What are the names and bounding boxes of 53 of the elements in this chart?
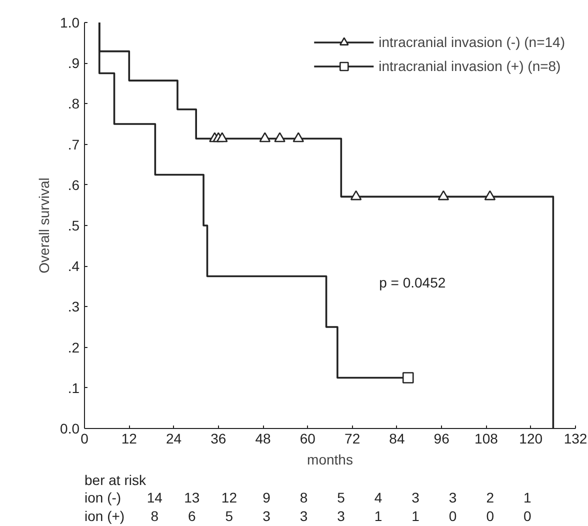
text: 5 bbox=[225, 508, 234, 524]
text: 8 bbox=[150, 508, 159, 524]
x-tick-label: 84 bbox=[389, 430, 405, 446]
text: 0 bbox=[523, 508, 532, 524]
text: 3 bbox=[412, 490, 420, 506]
text: ion (-) bbox=[84, 490, 122, 506]
x-tick-label: 48 bbox=[255, 430, 272, 446]
text: 3 bbox=[337, 508, 346, 524]
y-tick-label: .2 bbox=[68, 339, 80, 356]
legend-label: intracranial invasion (+) (n=8) bbox=[378, 58, 561, 74]
y-tick-label: .1 bbox=[68, 380, 80, 396]
x-axis-title: months bbox=[307, 452, 353, 468]
text: 1 bbox=[523, 490, 532, 506]
y-tick-label: .7 bbox=[68, 136, 80, 152]
x-tick-label: 60 bbox=[300, 430, 316, 446]
text: 12 bbox=[221, 490, 238, 506]
x-tick-label: 12 bbox=[121, 430, 138, 446]
text: 4 bbox=[374, 490, 382, 506]
text: 1 bbox=[412, 508, 420, 524]
text: ion (+) bbox=[84, 508, 125, 524]
text: 14 bbox=[146, 490, 163, 506]
text: 1 bbox=[374, 508, 382, 524]
text: 0 bbox=[486, 508, 494, 524]
text: 13 bbox=[184, 490, 200, 506]
y-axis-title: Overall survival bbox=[36, 178, 52, 274]
y-tick-label: .6 bbox=[68, 176, 80, 193]
text: 3 bbox=[262, 508, 271, 524]
text: 2 bbox=[486, 490, 494, 506]
x-tick-label: 96 bbox=[434, 430, 450, 446]
text: 9 bbox=[262, 490, 271, 506]
y-tick-label: .4 bbox=[68, 258, 80, 274]
y-tick-label: .9 bbox=[68, 55, 80, 72]
text: 3 bbox=[300, 508, 308, 524]
text: 5 bbox=[337, 490, 346, 506]
annotation: p = 0.0452 bbox=[379, 274, 446, 290]
y-tick-label: .5 bbox=[68, 218, 80, 234]
x-tick-label: 72 bbox=[344, 430, 360, 446]
x-tick-label: 36 bbox=[210, 430, 226, 446]
x-tick-label: 132 bbox=[564, 430, 588, 446]
text: ber at risk bbox=[84, 472, 147, 488]
text: 3 bbox=[448, 490, 457, 506]
x-tick-label: 120 bbox=[519, 430, 543, 446]
x-tick-label: 108 bbox=[474, 430, 498, 446]
text: 6 bbox=[188, 508, 196, 524]
y-tick-label: .8 bbox=[68, 96, 80, 112]
y-tick-label: 1.0 bbox=[60, 14, 80, 30]
y-tick-label: .3 bbox=[68, 298, 80, 315]
x-tick-label: 24 bbox=[166, 430, 182, 446]
text: 8 bbox=[300, 490, 308, 506]
legend-label: intracranial invasion (-) (n=14) bbox=[378, 34, 565, 50]
text: 0 bbox=[448, 508, 457, 524]
x-tick-label: 0 bbox=[80, 430, 89, 446]
y-tick-label: 0.0 bbox=[60, 420, 80, 436]
